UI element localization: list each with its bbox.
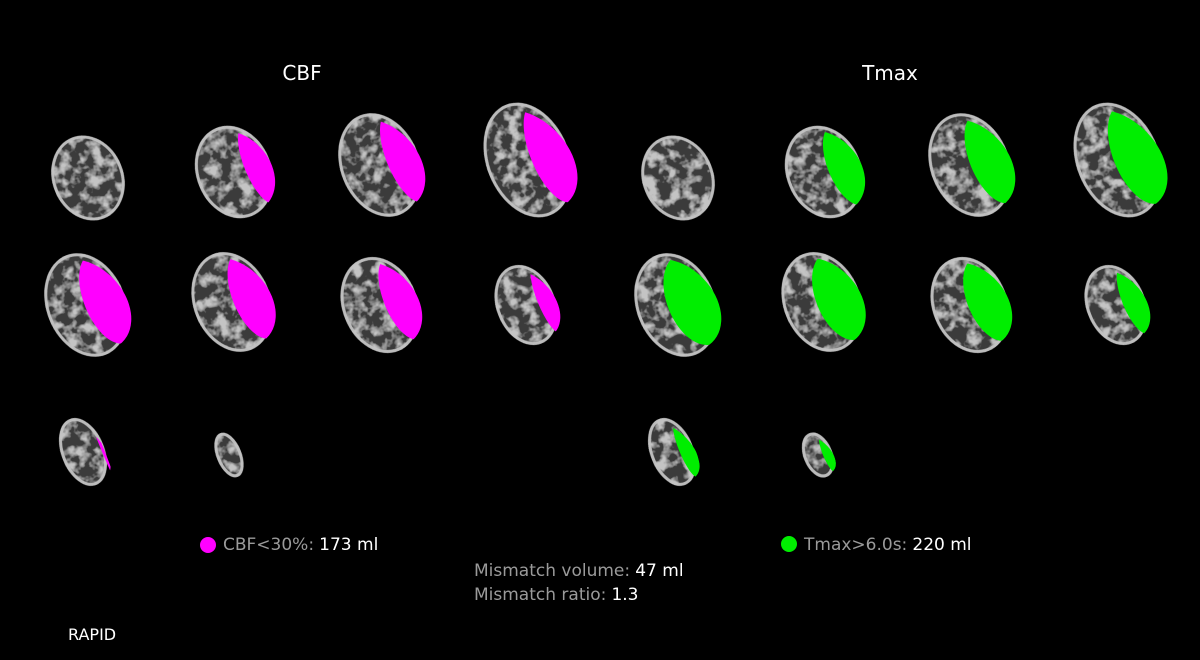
panel-title: CBF (282, 61, 321, 85)
lesion-overlay (822, 125, 871, 205)
lesion-overlay (237, 124, 281, 204)
lesion-overlay (1116, 265, 1154, 334)
brain-slice (1084, 264, 1154, 346)
mismatch-ratio: Mismatch ratio: 1.3 (474, 585, 638, 605)
brain-slice (928, 112, 1021, 217)
legend-entry: Tmax>6.0s: 220 ml (803, 535, 972, 555)
brain-slice (51, 135, 125, 221)
brain-slice (801, 432, 837, 478)
lesion-overlay (672, 419, 701, 478)
legend-swatch (200, 537, 216, 553)
brain-slice (338, 112, 430, 217)
lesion-overlay (530, 264, 564, 334)
brain-slice (214, 432, 244, 478)
slice-grid (44, 102, 1172, 486)
brain-slice (634, 253, 727, 357)
legend-entry: CBF<30%: 173 ml (223, 535, 378, 555)
brain-slice (59, 417, 114, 486)
mismatch-volume: Mismatch volume: 47 ml (474, 561, 684, 581)
brain-slice (494, 264, 564, 346)
legend-swatch (781, 536, 797, 552)
brain-slice (1073, 102, 1172, 218)
lesion-overlay (378, 256, 427, 340)
panel-title: Tmax (861, 61, 918, 85)
brain-slice (648, 418, 701, 486)
brain-slice (340, 256, 427, 354)
lesion-overlay (379, 112, 430, 203)
brain-slice (930, 256, 1018, 354)
slice-image (51, 135, 125, 221)
brand: RAPID (68, 625, 116, 644)
brain-slice (641, 135, 715, 221)
lesion-overlay (818, 434, 837, 473)
slice-image (641, 135, 715, 221)
brain-slice (483, 102, 582, 218)
lesion-overlay (523, 102, 582, 203)
brain-slice (784, 125, 871, 219)
slice-image (214, 432, 244, 478)
brain-slice (194, 124, 281, 219)
